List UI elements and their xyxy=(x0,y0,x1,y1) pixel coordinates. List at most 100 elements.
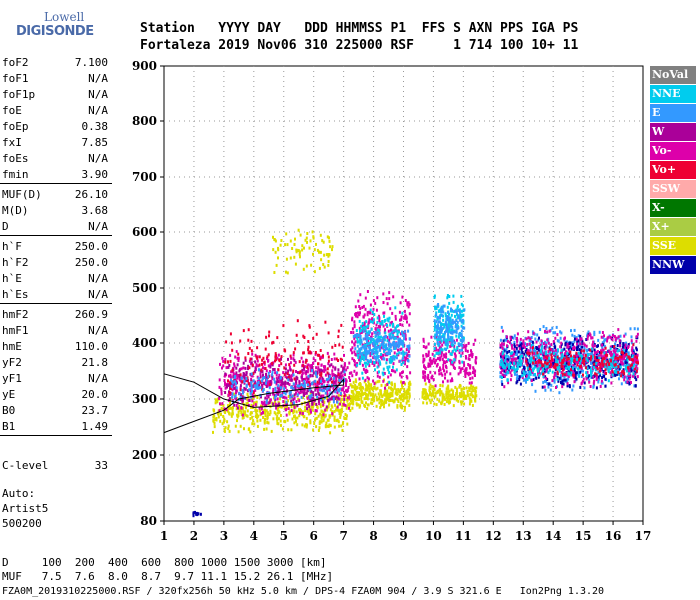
echo-point xyxy=(548,349,551,353)
echo-point xyxy=(621,353,623,357)
echo-point xyxy=(397,341,400,345)
echo-point xyxy=(318,266,321,270)
echo-point xyxy=(349,402,351,406)
echo-point xyxy=(376,350,379,354)
echo-point xyxy=(296,393,299,397)
echo-point xyxy=(440,401,442,405)
echo-point xyxy=(282,324,285,328)
echo-point xyxy=(260,379,263,383)
echo-point xyxy=(237,356,240,360)
echo-point xyxy=(264,408,266,412)
echo-point xyxy=(513,361,516,365)
echo-point xyxy=(236,419,238,423)
echo-point xyxy=(527,376,530,380)
param-value: N/A xyxy=(88,324,108,337)
echo-point xyxy=(273,396,276,400)
echo-point xyxy=(214,398,217,402)
echo-point xyxy=(506,350,509,354)
echo-point xyxy=(577,373,580,377)
echo-point xyxy=(344,373,346,377)
echo-point xyxy=(564,359,567,363)
echo-point xyxy=(471,355,474,359)
echo-point xyxy=(335,408,337,412)
echo-point xyxy=(407,329,410,333)
echo-point xyxy=(467,373,470,377)
echo-point xyxy=(401,357,404,361)
echo-point xyxy=(446,317,449,321)
echo-point xyxy=(258,378,261,382)
echo-point xyxy=(300,383,303,387)
param-label: yF1 xyxy=(2,372,22,385)
echo-point xyxy=(530,340,533,343)
echo-point xyxy=(353,325,356,329)
echo-point xyxy=(573,367,576,371)
echo-point xyxy=(377,359,380,363)
echo-point xyxy=(233,392,236,396)
echo-point xyxy=(506,344,508,348)
echo-point xyxy=(279,394,282,398)
echo-point xyxy=(274,250,277,254)
echo-point xyxy=(320,355,323,359)
echo-point xyxy=(466,393,469,397)
echo-point xyxy=(406,388,409,392)
echo-point xyxy=(292,401,295,405)
echo-point xyxy=(366,403,369,407)
echo-point xyxy=(224,358,227,361)
echo-point xyxy=(447,396,450,400)
echo-point xyxy=(234,386,237,390)
echo-point xyxy=(387,341,390,345)
echo-point xyxy=(341,358,343,362)
echo-point xyxy=(235,350,238,354)
echo-point xyxy=(317,366,320,370)
echo-point xyxy=(434,305,436,309)
echo-point xyxy=(635,346,638,350)
echo-point xyxy=(290,401,292,405)
echo-point xyxy=(335,357,338,361)
echo-point xyxy=(347,403,350,407)
echo-point xyxy=(255,364,258,368)
echo-point xyxy=(299,255,301,259)
param-label: h`E xyxy=(2,272,22,285)
echo-point xyxy=(340,371,343,375)
echo-point xyxy=(369,320,372,324)
echo-point xyxy=(364,348,366,352)
echo-point xyxy=(626,354,629,358)
echo-point xyxy=(314,372,317,376)
echo-point xyxy=(329,414,332,418)
echo-point xyxy=(306,378,309,382)
echo-point xyxy=(265,427,268,431)
echo-point xyxy=(555,359,557,363)
echo-point xyxy=(470,381,473,385)
echo-point xyxy=(636,327,639,331)
echo-point xyxy=(600,354,603,358)
echo-point xyxy=(385,398,388,401)
echo-point xyxy=(330,358,333,361)
echo-point xyxy=(229,381,231,385)
echo-point xyxy=(283,384,286,388)
echo-point xyxy=(360,395,363,399)
echo-point xyxy=(293,414,296,418)
echo-point xyxy=(246,398,249,402)
echo-point xyxy=(238,378,241,382)
echo-point xyxy=(364,378,367,382)
echo-point xyxy=(310,405,313,409)
echo-point xyxy=(563,378,566,382)
echo-point xyxy=(504,338,507,342)
echo-point xyxy=(451,318,454,322)
echo-point xyxy=(377,335,380,339)
echo-point xyxy=(339,372,342,376)
echo-point xyxy=(472,366,475,370)
echo-point xyxy=(373,346,376,349)
echo-point xyxy=(332,397,335,401)
echo-point xyxy=(449,336,452,340)
echo-point xyxy=(256,346,259,350)
echo-point xyxy=(353,363,356,367)
echo-point xyxy=(599,351,602,355)
echo-point xyxy=(447,316,450,320)
echo-point xyxy=(603,371,606,375)
auto-code: 500200 xyxy=(2,517,42,530)
echo-point xyxy=(311,366,314,370)
echo-point xyxy=(624,380,627,384)
echo-point xyxy=(574,365,577,369)
echo-point xyxy=(552,331,555,335)
